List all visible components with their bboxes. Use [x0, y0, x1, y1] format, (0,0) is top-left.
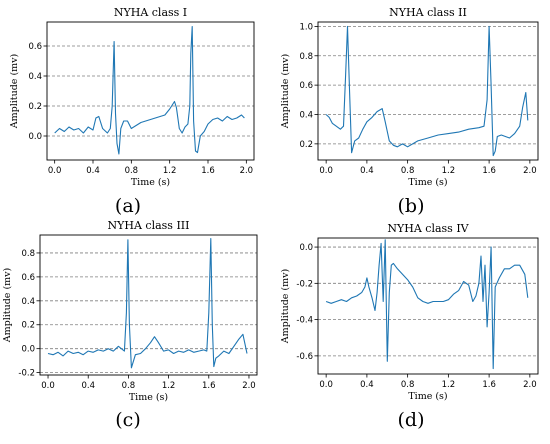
chart-title: NYHA class II [389, 6, 467, 19]
x-tick-label: 0.4 [360, 380, 374, 390]
x-tick-label: 1.2 [163, 166, 177, 176]
x-tick-label: 0.8 [125, 166, 139, 176]
y-tick-label: 0.6 [21, 273, 35, 283]
chart-title: NYHA class IV [387, 222, 469, 235]
x-tick-label: 1.6 [201, 166, 215, 176]
y-axis-label: Amplitude (mv) [280, 54, 291, 129]
y-tick-label: 0.0 [21, 345, 35, 355]
x-tick-label: 0.8 [401, 380, 415, 390]
x-tick-label: 2.0 [242, 381, 256, 391]
y-tick-label: 0.6 [299, 81, 313, 91]
y-tick-label: -0.6 [296, 352, 313, 362]
x-tick-label: 1.6 [202, 381, 216, 391]
x-tick-label: 0.0 [319, 166, 333, 176]
panel-letter-d: (d) [397, 409, 425, 431]
x-tick-label: 0.4 [86, 166, 100, 176]
y-tick-label: -0.2 [296, 279, 313, 289]
y-tick-label: 0.4 [21, 297, 35, 307]
x-tick-label: 0.8 [401, 166, 415, 176]
x-tick-label: 1.6 [482, 380, 496, 390]
ecg-series-line [325, 239, 529, 370]
y-axis-label: Amplitude (mv) [9, 54, 20, 129]
axes-frame [317, 21, 539, 161]
chart-panel-3: 0.0 0.4 0.8 1.2 1.6 2.0 -0.2 0.0 0.2 0.4 0.6 0.8 NYH… [2, 219, 258, 403]
x-tick-label: 0.8 [122, 381, 136, 391]
axes-frame [46, 21, 255, 161]
x-tick-label: 1.6 [482, 166, 496, 176]
x-axis-label: Time (s) [408, 391, 447, 402]
chart-panel-1: 0.0 0.4 0.8 1.2 1.6 2.0 0.0 0.2 0.4 0.6 NYHA class… [9, 6, 255, 188]
y-tick-label: -0.4 [296, 316, 313, 326]
x-axis-label: Time (s) [408, 177, 447, 188]
y-axis-label: Amplitude (mv) [2, 268, 13, 343]
y-tick-label: 0.2 [28, 102, 42, 112]
y-tick-label: 0.8 [299, 52, 313, 62]
x-tick-label: 1.2 [162, 381, 176, 391]
chart-panel-2: 0.0 0.4 0.8 1.2 1.6 2.0 0.2 0.4 0.6 0.8 1.0 NYHA cl… [280, 6, 539, 188]
ecg-series-line [54, 25, 245, 155]
y-tick-label: 0.0 [28, 132, 42, 142]
chart-title: NYHA class III [108, 219, 190, 232]
chart-panel-4: 0.0 0.4 0.8 1.2 1.6 2.0 -0.6 -0.4 -0.2 0.0 NYHA cl… [280, 222, 539, 402]
x-tick-label: 0.0 [48, 166, 62, 176]
y-tick-label: 0.4 [28, 72, 42, 82]
x-tick-label: 1.2 [442, 166, 456, 176]
x-tick-label: 0.4 [360, 166, 374, 176]
x-tick-label: 2.0 [523, 166, 537, 176]
y-tick-label: 0.6 [28, 42, 42, 52]
x-tick-label: 2.0 [240, 166, 254, 176]
panel-letter-c: (c) [115, 409, 141, 431]
panel-letter-b: (b) [397, 195, 425, 217]
ecg-series-line [325, 25, 529, 157]
x-axis-label: Time (s) [131, 177, 170, 188]
y-tick-label: 0.0 [299, 243, 313, 253]
x-tick-label: 2.0 [523, 380, 537, 390]
y-tick-label: 1.0 [299, 22, 313, 32]
y-tick-label: -0.2 [18, 369, 35, 379]
axes-frame [317, 237, 539, 375]
x-tick-label: 0.0 [319, 380, 333, 390]
x-tick-label: 0.0 [41, 381, 55, 391]
chart-title: NYHA class I [114, 6, 187, 19]
y-axis-label: Amplitude (mv) [280, 269, 291, 344]
panel-letter-a: (a) [114, 195, 142, 217]
y-tick-label: 0.2 [21, 321, 35, 331]
y-tick-label: 0.4 [299, 110, 313, 120]
axes-frame [39, 234, 258, 376]
ecg-series-line [47, 238, 248, 369]
x-tick-label: 0.4 [81, 381, 95, 391]
x-axis-label: Time (s) [129, 392, 168, 403]
x-tick-label: 1.2 [442, 380, 456, 390]
y-tick-label: 0.8 [21, 249, 35, 259]
y-tick-label: 0.2 [299, 140, 313, 150]
